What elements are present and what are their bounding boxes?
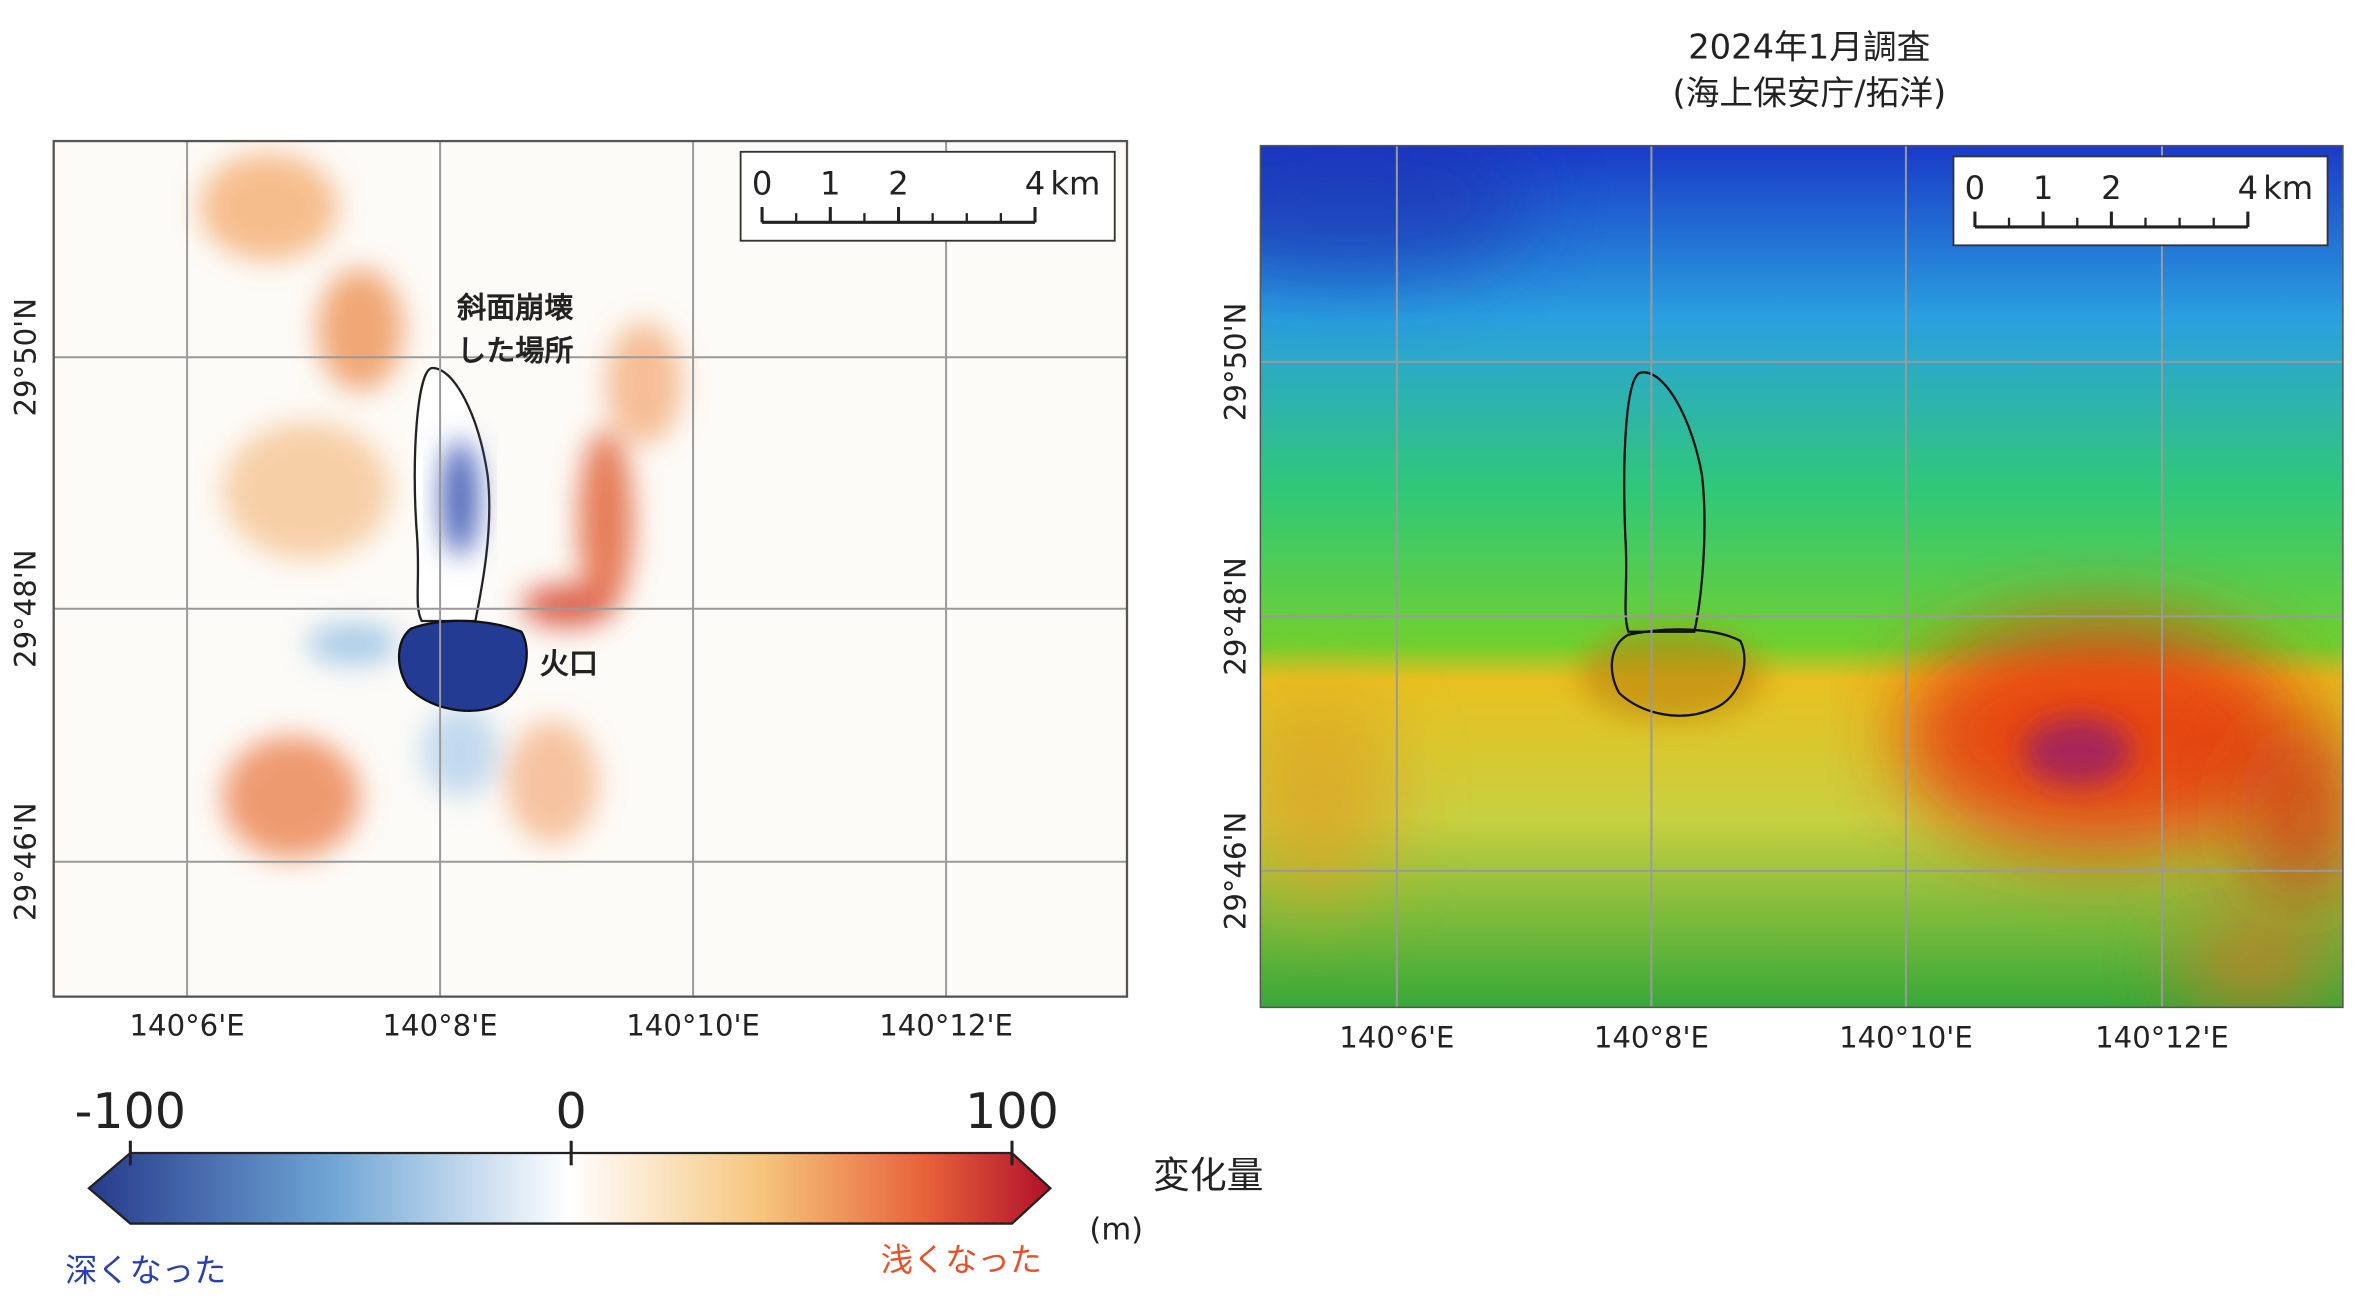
scale-label: 1	[2033, 169, 2053, 207]
lon-label: 140°6'E	[130, 1008, 245, 1042]
scale-label: 1	[820, 165, 840, 203]
lon-label: 140°12'E	[2095, 1021, 2229, 1055]
scale-label: 4	[1025, 165, 1045, 203]
lat-label: 29°48'N	[9, 549, 43, 667]
scale-unit: km	[1050, 165, 1100, 203]
change-map: 斜面崩壊 した場所 火口 0 1 2 4 km	[52, 139, 1129, 998]
scale-label: 4	[2238, 169, 2258, 207]
high-label: 浅くなった	[881, 1241, 1042, 1279]
annotation: した場所	[457, 334, 573, 368]
bathymetry-map: 2024年1月調査 (海上保安庁/拓洋) 0 1 2 4 km	[1259, 28, 2344, 1009]
lat-label: 29°48'N	[1218, 557, 1252, 675]
map-subtitle: (海上保安庁/拓洋)	[1672, 74, 1946, 113]
lon-label: 140°6'E	[1339, 1021, 1454, 1055]
low-label: 深くなった	[65, 1252, 226, 1290]
lat-label: 29°46'N	[9, 802, 43, 920]
scale-label: 0	[752, 165, 772, 203]
annotation: 斜面崩壊	[457, 291, 574, 325]
scale-label: 0	[1965, 169, 1985, 207]
colorbar-unit: (m)	[1089, 1213, 1143, 1248]
scale-label: 2	[2101, 169, 2121, 207]
map-title: 2024年1月調査	[1688, 28, 1930, 67]
lon-label: 140°8'E	[383, 1008, 498, 1042]
colorbar-tick-label: 100	[965, 1082, 1059, 1140]
lat-label: 29°50'N	[1218, 303, 1252, 421]
colorbar-tick-label: -100	[75, 1082, 186, 1140]
lon-label: 140°8'E	[1594, 1021, 1709, 1055]
lon-label: 140°12'E	[879, 1008, 1013, 1042]
lat-label: 29°46'N	[1218, 812, 1252, 930]
colorbar-title: 変化量	[1153, 1154, 1263, 1197]
colorbar: -100 0 100 変化量 (m) 深くなった 浅くなった	[65, 1082, 1263, 1289]
scale-label: 2	[888, 165, 908, 203]
scale-unit: km	[2263, 169, 2313, 207]
lat-label: 29°50'N	[9, 298, 43, 416]
lon-label: 140°10'E	[1839, 1021, 1973, 1055]
lon-label: 140°10'E	[626, 1008, 760, 1042]
colorbar-tick-label: 0	[556, 1082, 587, 1140]
annotation: 火口	[540, 646, 598, 680]
